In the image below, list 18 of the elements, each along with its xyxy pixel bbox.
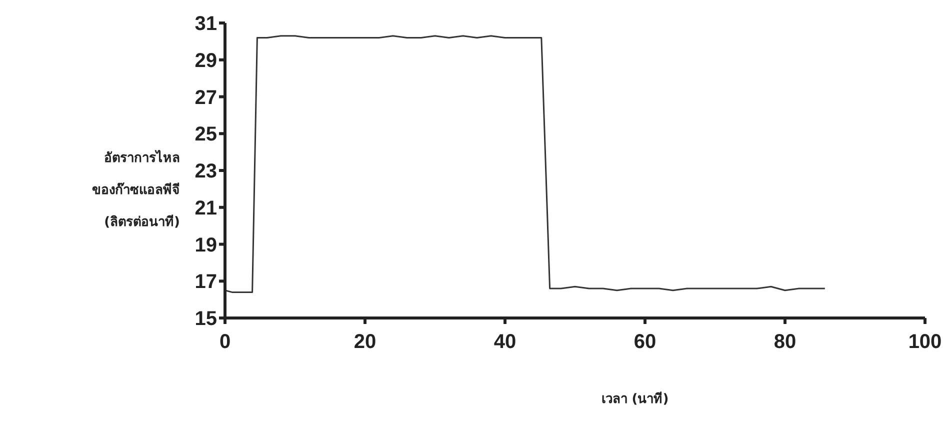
text: อัตราการไหล ของก๊าซแอลพีจี (ลิตรต่อนาที) (92, 151, 180, 230)
x-tick-label: 40 (494, 331, 516, 354)
y-tick-label: 31 (194, 13, 217, 36)
x-tick-label: 20 (354, 331, 376, 354)
line-series (225, 35, 826, 293)
y-tick-label: 17 (194, 271, 217, 294)
y-tick-label: 19 (194, 234, 217, 256)
y-tick-label: 23 (194, 160, 217, 183)
x-tick-label: 100 (908, 331, 942, 354)
y-tick-label: 15 (194, 308, 217, 330)
x-axis-title: เวลา (นาที) (601, 391, 669, 407)
y-tick-label: 25 (194, 124, 217, 146)
y-tick-label: 21 (194, 197, 217, 220)
x-tick-label: 0 (219, 331, 231, 354)
x-tick-label: 80 (774, 331, 796, 354)
y-tick-label: 27 (194, 86, 217, 109)
y-tick-label: 29 (194, 50, 217, 72)
x-tick-label: 60 (634, 331, 656, 354)
